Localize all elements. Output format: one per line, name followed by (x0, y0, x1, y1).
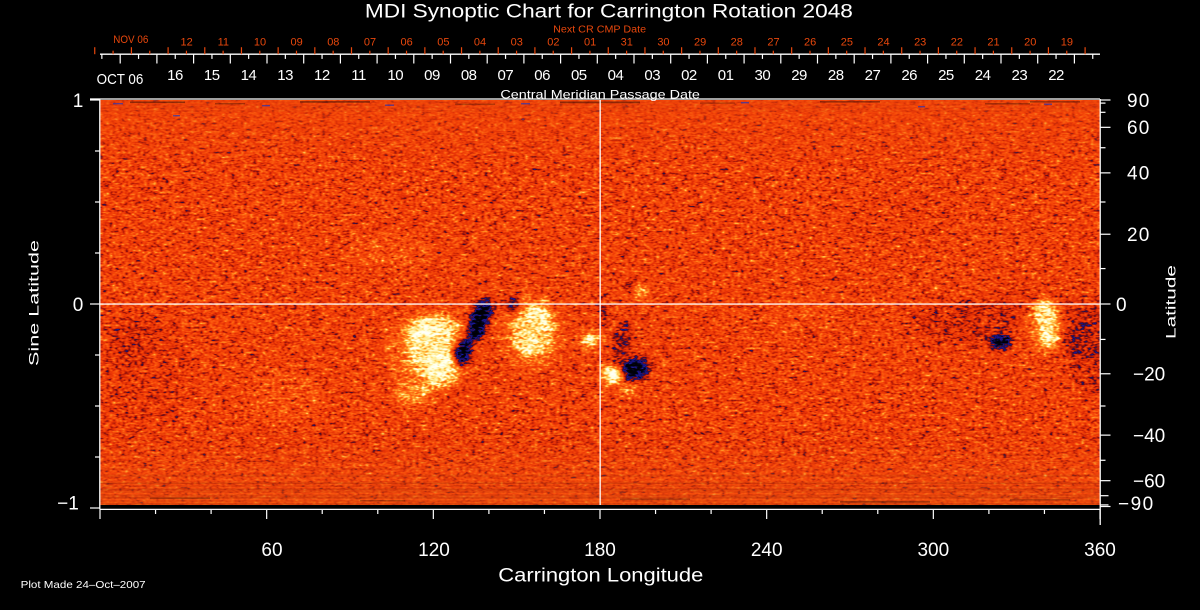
svg-text:60: 60 (261, 540, 282, 561)
svg-text:360: 360 (1084, 540, 1116, 561)
svg-text:03: 03 (644, 67, 660, 84)
svg-text:300: 300 (917, 540, 949, 561)
svg-text:26: 26 (901, 67, 917, 84)
svg-text:28: 28 (731, 37, 743, 49)
svg-text:22: 22 (1048, 67, 1064, 84)
svg-text:03: 03 (511, 37, 523, 49)
svg-text:−60: −60 (1133, 471, 1165, 492)
svg-text:120: 120 (418, 540, 450, 561)
svg-text:Next CR CMP Date: Next CR CMP Date (553, 24, 646, 35)
svg-text:22: 22 (951, 37, 963, 49)
svg-text:07: 07 (364, 37, 376, 49)
svg-text:30: 30 (755, 67, 771, 84)
svg-text:06: 06 (401, 37, 413, 49)
svg-text:07: 07 (498, 67, 514, 84)
svg-text:60: 60 (1127, 118, 1151, 139)
svg-text:19: 19 (1061, 37, 1073, 49)
svg-text:0: 0 (73, 295, 84, 316)
svg-text:0: 0 (1116, 295, 1127, 316)
svg-text:Sine Latitude: Sine Latitude (26, 240, 42, 366)
svg-text:23: 23 (1011, 67, 1027, 84)
svg-text:09: 09 (424, 67, 440, 84)
svg-text:Plot Made 24–Oct–2007: Plot Made 24–Oct–2007 (21, 579, 146, 591)
svg-text:01: 01 (718, 67, 734, 84)
svg-text:28: 28 (828, 67, 844, 84)
svg-text:06: 06 (534, 67, 550, 84)
svg-text:23: 23 (914, 37, 926, 49)
svg-text:13: 13 (277, 67, 293, 84)
svg-text:25: 25 (841, 37, 853, 49)
svg-text:02: 02 (681, 67, 697, 84)
svg-text:OCT 06: OCT 06 (97, 71, 144, 88)
svg-text:−1: −1 (57, 494, 79, 515)
svg-text:MDI Synoptic Chart for Carring: MDI Synoptic Chart for Carrington Rotati… (365, 1, 853, 22)
svg-text:05: 05 (571, 67, 587, 84)
svg-text:27: 27 (865, 67, 881, 84)
svg-text:−40: −40 (1133, 426, 1165, 447)
svg-text:−20: −20 (1133, 365, 1165, 386)
svg-text:NOV 06: NOV 06 (113, 34, 148, 46)
svg-text:15: 15 (204, 67, 220, 84)
svg-text:12: 12 (314, 67, 330, 84)
svg-text:08: 08 (327, 37, 339, 49)
svg-text:29: 29 (791, 67, 807, 84)
svg-text:08: 08 (461, 67, 477, 84)
svg-text:25: 25 (938, 67, 954, 84)
svg-text:12: 12 (180, 37, 192, 49)
svg-text:20: 20 (1127, 225, 1151, 246)
svg-text:20: 20 (1024, 37, 1036, 49)
svg-text:27: 27 (767, 37, 779, 49)
svg-text:10: 10 (254, 37, 266, 49)
svg-text:90: 90 (1127, 91, 1151, 112)
svg-text:16: 16 (167, 67, 183, 84)
svg-text:11: 11 (218, 37, 229, 49)
svg-text:240: 240 (751, 540, 783, 561)
svg-text:26: 26 (804, 37, 816, 49)
svg-text:180: 180 (584, 540, 616, 561)
svg-text:14: 14 (241, 67, 257, 84)
svg-text:21: 21 (987, 37, 999, 49)
svg-text:40: 40 (1127, 164, 1151, 185)
svg-text:Carrington Longitude: Carrington Longitude (498, 566, 703, 587)
svg-text:05: 05 (437, 37, 449, 49)
svg-text:Central Meridian Passage Date: Central Meridian Passage Date (500, 88, 700, 102)
svg-text:30: 30 (657, 37, 669, 49)
svg-text:04: 04 (608, 67, 624, 84)
svg-text:29: 29 (694, 37, 706, 49)
svg-text:24: 24 (975, 67, 991, 84)
svg-text:10: 10 (387, 67, 403, 84)
svg-text:04: 04 (474, 37, 486, 49)
svg-text:09: 09 (291, 37, 303, 49)
svg-text:01: 01 (584, 37, 596, 49)
svg-text:31: 31 (621, 37, 633, 49)
svg-text:−90: −90 (1118, 494, 1155, 515)
svg-text:11: 11 (351, 67, 366, 84)
svg-text:Latitude: Latitude (1163, 265, 1179, 339)
svg-text:02: 02 (547, 37, 559, 49)
svg-text:1: 1 (73, 91, 84, 112)
svg-text:24: 24 (877, 37, 889, 49)
